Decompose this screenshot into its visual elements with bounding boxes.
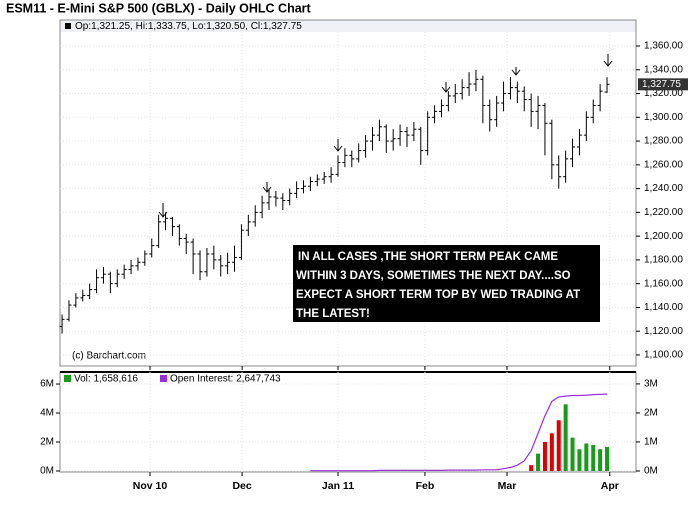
- info-swatch: [65, 23, 71, 29]
- y2-tick-label: 2M: [644, 408, 658, 419]
- y-tick-label: 1,280.00: [644, 136, 683, 147]
- volume-bar: [577, 449, 582, 471]
- legend-swatch: [64, 375, 71, 382]
- y-tick-label: 1,140.00: [644, 302, 683, 313]
- annotation-line: THE LATEST!: [296, 308, 370, 320]
- y-tick-label: 0M: [40, 466, 54, 477]
- annotation-line: EXPECT A SHORT TERM TOP BY WED TRADING A…: [296, 289, 580, 301]
- y-tick-label: 1,320.00: [644, 88, 683, 99]
- y-tick-label: 1,240.00: [644, 183, 683, 194]
- volume-bar: [556, 420, 561, 471]
- y-tick-label: 1,340.00: [644, 64, 683, 75]
- y-tick-label: 1,220.00: [644, 207, 683, 218]
- volume-bar: [584, 443, 589, 471]
- y-tick-label: 1,260.00: [644, 159, 683, 170]
- last-price-tag: [638, 78, 688, 91]
- arrow: [441, 82, 451, 93]
- y-tick-label: 1,120.00: [644, 326, 683, 337]
- x-tick-label: Nov 10: [133, 480, 168, 492]
- volume-bar: [591, 444, 596, 471]
- arrow: [158, 203, 168, 218]
- y2-tick-label: 3M: [644, 379, 658, 390]
- y-tick-label: 1,360.00: [644, 41, 683, 52]
- price-frame: [59, 19, 637, 367]
- arrow: [603, 54, 613, 67]
- y-tick-label: 6M: [40, 379, 54, 390]
- y-tick-label: 2M: [40, 437, 54, 448]
- x-tick-label: Mar: [498, 480, 517, 492]
- ohlc-info: Op:1,321.25, Hi:1,333.75, Lo:1,320.50, C…: [75, 21, 302, 32]
- credit: (c) Barchart.com: [72, 351, 146, 362]
- volume-bar: [549, 433, 554, 471]
- open-interest-line: [310, 393, 608, 472]
- annotation-line: IN ALL CASES ,THE SHORT TERM PEAK CAME: [298, 251, 558, 263]
- volume-bar: [598, 449, 603, 471]
- volume-bar: [529, 465, 534, 471]
- arrows: [158, 54, 613, 218]
- x-tick-label: Jan 11: [322, 480, 354, 492]
- legend-label: Vol: 1,658,616: [74, 374, 138, 385]
- x-tick-label: Feb: [416, 480, 435, 492]
- x-tick-label: Dec: [232, 480, 251, 492]
- volume-bar: [605, 446, 610, 471]
- volume-frame: [59, 371, 637, 473]
- volume-bar: [542, 442, 547, 471]
- y2-tick-label: 1M: [644, 437, 658, 448]
- arrow: [511, 67, 521, 76]
- volume-bar: [563, 404, 568, 471]
- y-tick-label: 1,200.00: [644, 231, 683, 242]
- chart-title: ESM11 - E-Mini S&P 500 (GBLX) - Daily OH…: [6, 1, 312, 15]
- arrow: [262, 182, 272, 193]
- y2-tick-label: 0M: [644, 466, 658, 477]
- y-tick-label: 1,180.00: [644, 255, 683, 266]
- arrow: [333, 139, 343, 152]
- y-tick-label: 1,100.00: [644, 350, 683, 361]
- last-price-label: 1,327.75: [642, 79, 681, 90]
- annotation-box: [293, 245, 600, 322]
- info-strip: [60, 20, 636, 32]
- volume-bar: [570, 437, 575, 471]
- y-tick-label: 1,160.00: [644, 278, 683, 289]
- legend-label: Open Interest: 2,647,743: [170, 374, 281, 385]
- y-tick-label: 1,300.00: [644, 112, 683, 123]
- legend-swatch: [159, 375, 167, 382]
- x-tick-label: Apr: [601, 480, 619, 492]
- annotation-line: WITHIN 3 DAYS, SOMETIMES THE NEXT DAY...…: [296, 270, 571, 282]
- y-tick-label: 4M: [40, 408, 54, 419]
- volume-bar: [536, 453, 541, 471]
